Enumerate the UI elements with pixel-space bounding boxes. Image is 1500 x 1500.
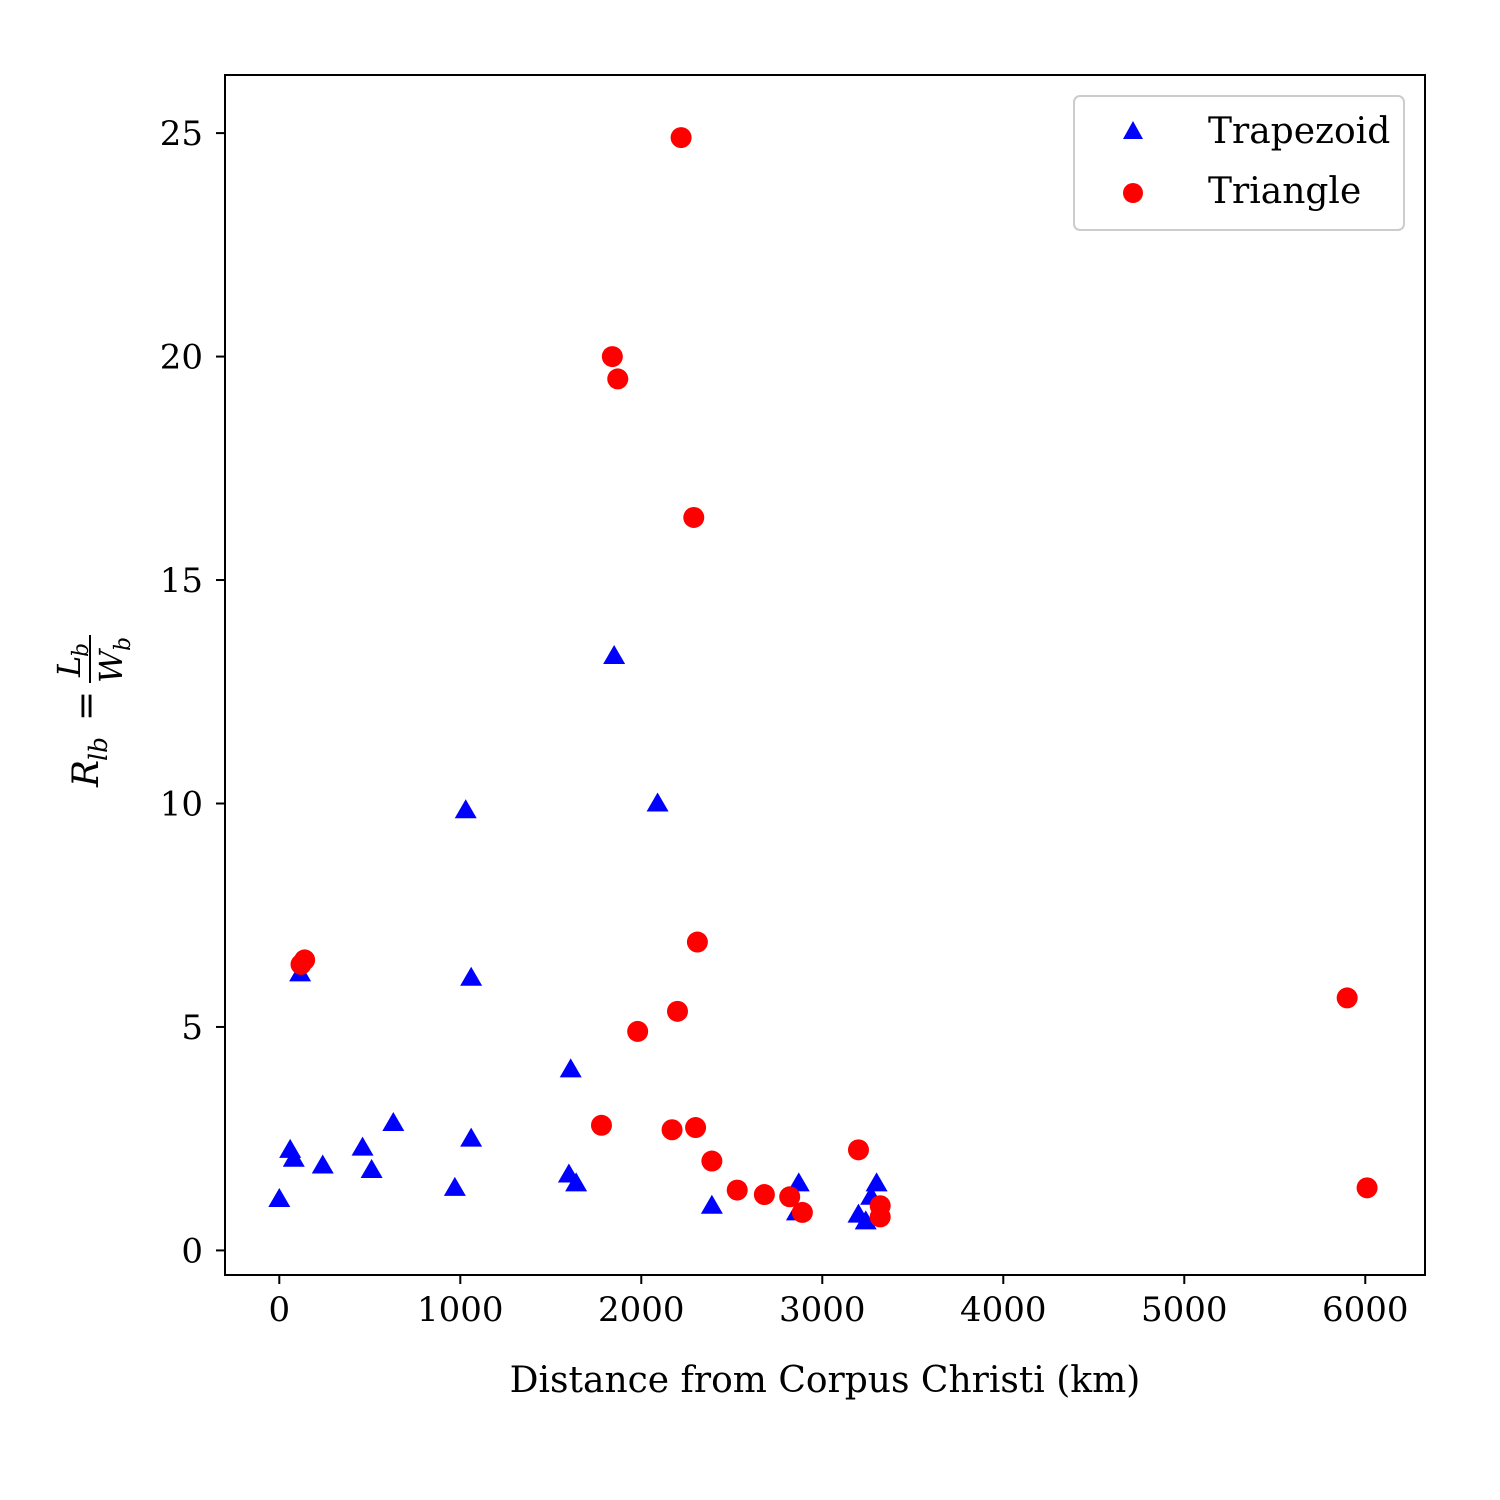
tick-layer: 0 1000 2000 3000 4000 5000 6000 0 5 10 15 20 25: [160, 114, 1409, 1330]
x-tick-label: 2000: [598, 1290, 685, 1330]
triangle-point: [869, 1206, 891, 1228]
trapezoid-point: [700, 1194, 723, 1214]
y-label-equals: =: [66, 691, 107, 721]
y-label-lhs: R: [66, 760, 107, 788]
trapezoid-point: [603, 645, 626, 665]
triangle-point: [666, 1000, 688, 1022]
trapezoid-point: [646, 792, 669, 812]
y-tick-label: 0: [181, 1231, 203, 1271]
trapezoid-point: [360, 1158, 383, 1178]
triangle-point: [686, 931, 708, 953]
triangle-point: [753, 1184, 775, 1206]
triangle-point: [685, 1117, 707, 1139]
triangle-point: [726, 1179, 748, 1201]
x-tick-label: 1000: [417, 1290, 504, 1330]
triangle-point: [670, 127, 692, 149]
x-tick-label: 0: [268, 1290, 290, 1330]
trapezoid-point: [460, 966, 483, 986]
trapezoid-point: [565, 1172, 588, 1192]
trapezoid-point: [443, 1176, 466, 1196]
triangle-point: [1356, 1177, 1378, 1199]
trapezoid-point: [454, 799, 477, 819]
x-tick-label: 3000: [779, 1290, 866, 1330]
triangle-point: [627, 1020, 649, 1042]
trapezoid-point: [854, 1210, 877, 1230]
trapezoid-point: [268, 1188, 291, 1208]
triangle-point: [847, 1139, 869, 1161]
legend-trapezoid-marker: [1123, 121, 1143, 139]
y-tick-label: 15: [160, 561, 203, 601]
x-tick-label: 6000: [1322, 1290, 1409, 1330]
y-label-numerator-sub: b: [69, 643, 94, 657]
y-label-denominator-sub: b: [111, 637, 136, 651]
legend: Trapezoid Triangle: [1073, 95, 1405, 231]
plot-frame: [224, 74, 1426, 1276]
triangle-point: [779, 1186, 801, 1208]
trapezoid-point: [865, 1172, 888, 1192]
triangle-point: [683, 506, 705, 528]
y-label-numerator: L: [50, 656, 88, 678]
legend-triangle-label: Triangle: [1208, 171, 1361, 212]
y-label-denominator: W: [92, 647, 130, 683]
triangle-point: [590, 1114, 612, 1136]
trapezoid-point: [559, 1058, 582, 1078]
trapezoid-point: [282, 1147, 305, 1167]
plot-layer: [268, 127, 1378, 1230]
triangle-point: [791, 1201, 813, 1223]
y-axis-label: R lb = L b W b: [50, 635, 136, 788]
y-tick-label: 20: [160, 338, 203, 378]
y-tick-label: 25: [160, 114, 203, 154]
triangle-point: [607, 368, 629, 390]
triangle-point: [661, 1119, 683, 1141]
triangle-point: [1336, 987, 1358, 1009]
x-tick-label: 5000: [1141, 1290, 1228, 1330]
trapezoid-point: [460, 1127, 483, 1147]
trapezoid-point: [351, 1136, 374, 1156]
y-label-lhs-sub: lb: [84, 737, 113, 761]
triangle-point: [601, 346, 623, 368]
x-axis-label: Distance from Corpus Christi (km): [510, 1360, 1141, 1401]
trapezoid-point: [382, 1112, 405, 1132]
trapezoid-point: [787, 1172, 810, 1192]
triangle-point: [294, 949, 316, 971]
x-tick-label: 4000: [960, 1290, 1047, 1330]
legend-frame: [1073, 95, 1405, 231]
legend-triangle-marker: [1123, 183, 1143, 203]
triangle-point: [701, 1150, 723, 1172]
y-tick-label: 5: [181, 1008, 203, 1048]
legend-trapezoid-label: Trapezoid: [1208, 111, 1390, 152]
trapezoid-point: [311, 1154, 334, 1174]
y-tick-label: 10: [160, 784, 203, 824]
